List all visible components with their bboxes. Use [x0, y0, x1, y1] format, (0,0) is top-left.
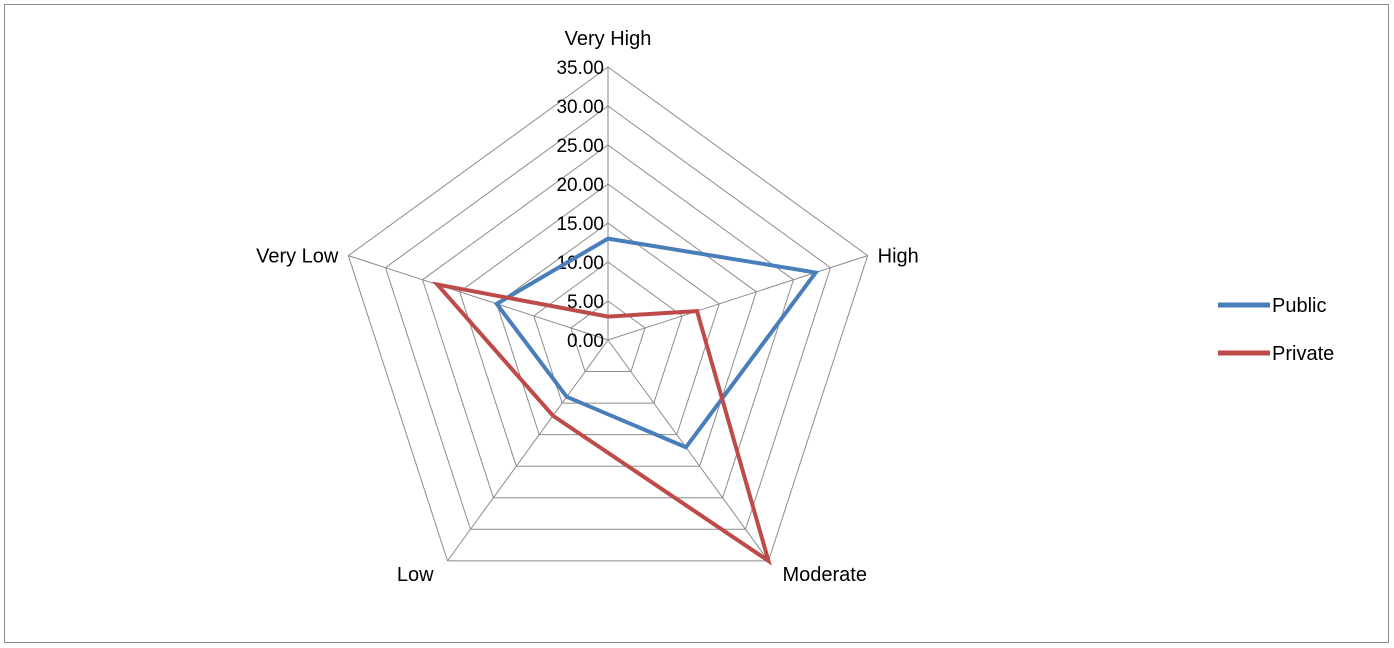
r-tick-label: 15.00 [556, 214, 604, 235]
grid-spoke [348, 255, 609, 341]
r-tick-label: 5.00 [567, 292, 604, 313]
category-label: Very Low [256, 246, 339, 268]
grid-ring [347, 66, 869, 562]
radar-chart: 0.00 5.00 10.00 15.00 20.00 25.00 30.00 35.00 V… [256, 28, 1334, 586]
r-tick-label: 10.00 [556, 253, 604, 274]
category-label: Moderate [782, 564, 867, 586]
series-layer [432, 236, 820, 566]
legend-label: Public [1272, 295, 1326, 317]
grid-spoke [607, 339, 769, 562]
r-tick-label: 20.00 [556, 175, 604, 196]
tick-label-layer: 0.00 5.00 10.00 15.00 20.00 25.00 30.00 35.00 [556, 58, 604, 352]
grid-ring [496, 222, 720, 436]
grid-spoke [607, 255, 868, 341]
grid-ring [384, 105, 832, 530]
series-line-public [493, 236, 820, 450]
grid-ring [421, 144, 795, 499]
r-tick-label: 0.00 [567, 331, 604, 352]
legend-label: Private [1272, 343, 1334, 365]
grid-spoke [447, 339, 609, 562]
category-label: Very High [565, 28, 652, 50]
grid-ring [570, 300, 646, 373]
r-tick-label: 35.00 [556, 58, 604, 79]
category-label: Low [397, 564, 434, 586]
chart-frame: 0.00 5.00 10.00 15.00 20.00 25.00 30.00 35.00 V… [4, 4, 1389, 643]
series-line-private [432, 281, 772, 566]
legend: Public Private [1218, 295, 1334, 365]
category-label-layer: Very High High Moderate Low Very Low [256, 28, 919, 586]
r-tick-label: 25.00 [556, 136, 604, 157]
grid-ring [459, 183, 757, 467]
category-label: High [878, 246, 919, 268]
r-tick-label: 30.00 [556, 97, 604, 118]
grid-layer [347, 66, 869, 562]
